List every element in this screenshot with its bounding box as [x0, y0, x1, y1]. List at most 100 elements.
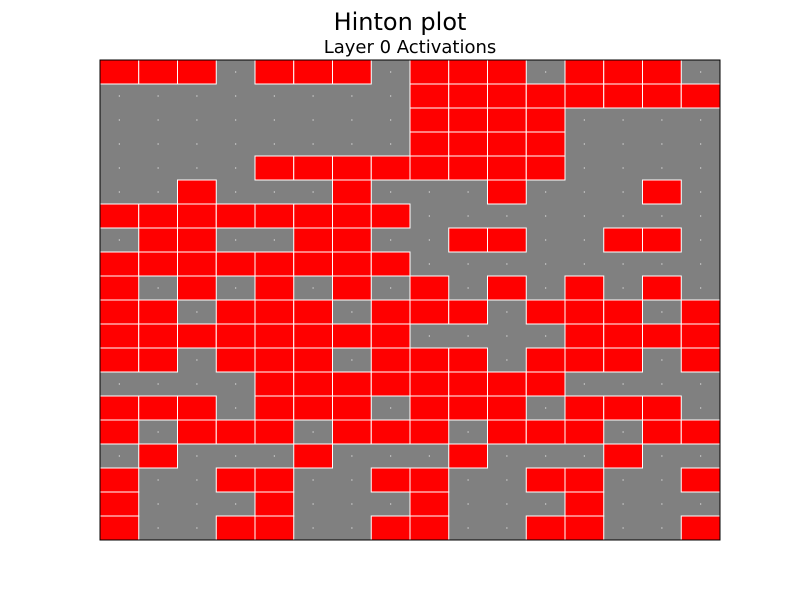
hinton-cell-r3-c9 [448, 131, 488, 157]
hinton-cell-r10-c5 [293, 299, 333, 325]
hinton-cell-r13-c8 [409, 371, 450, 397]
hinton-cell-r14-c11 [545, 407, 547, 409]
hinton-cell-r0-c9 [448, 59, 488, 85]
hinton-cell-r15-c5 [312, 431, 314, 433]
hinton-cell-r12-c4 [254, 347, 295, 373]
hinton-cell-r2-c2 [196, 119, 198, 121]
hinton-cell-r6-c1 [138, 203, 178, 229]
hinton-cell-r16-c15 [700, 455, 702, 457]
hinton-cell-r2-c11 [525, 107, 566, 133]
hinton-cell-r0-c13 [603, 59, 643, 85]
hinton-cell-r16-c3 [235, 455, 237, 457]
hinton-cell-r16-c12 [583, 455, 585, 457]
hinton-cell-r9-c13 [622, 287, 624, 289]
hinton-cell-r5-c2 [177, 179, 217, 205]
hinton-cell-r14-c8 [409, 395, 450, 421]
hinton-cell-r4-c9 [448, 155, 488, 181]
hinton-cell-r14-c2 [177, 395, 217, 421]
hinton-cell-r7-c8 [428, 239, 430, 241]
hinton-cell-r19-c14 [661, 527, 663, 529]
hinton-cell-r5-c11 [545, 191, 547, 193]
hinton-cell-r18-c8 [409, 491, 450, 517]
hinton-cell-r19-c7 [370, 515, 411, 541]
hinton-cell-r16-c9 [448, 443, 488, 469]
hinton-cell-r8-c1 [138, 251, 178, 277]
hinton-cell-r1-c3 [235, 95, 237, 97]
hinton-cell-r8-c12 [583, 263, 585, 265]
hinton-cell-r9-c0 [99, 275, 140, 301]
hinton-cell-r8-c10 [506, 263, 508, 265]
hinton-cell-r2-c6 [351, 119, 353, 121]
hinton-cell-r4-c12 [583, 167, 585, 169]
hinton-cell-r2-c9 [448, 107, 488, 133]
hinton-cell-r7-c1 [138, 227, 178, 253]
hinton-cell-r2-c3 [235, 119, 237, 121]
hinton-cell-r12-c10 [506, 359, 508, 361]
hinton-cell-r17-c0 [99, 467, 140, 493]
hinton-cell-r17-c7 [370, 467, 411, 493]
hinton-cell-r3-c13 [622, 143, 624, 145]
hinton-cell-r16-c0 [118, 455, 120, 457]
hinton-cell-r18-c1 [157, 503, 159, 505]
hinton-cell-r15-c14 [642, 419, 682, 445]
hinton-cell-r10-c1 [138, 299, 178, 325]
hinton-cell-r5-c9 [467, 191, 469, 193]
hinton-cell-r4-c13 [622, 167, 624, 169]
hinton-cell-r6-c3 [215, 203, 256, 229]
hinton-cell-r7-c4 [273, 239, 275, 241]
hinton-cell-r2-c13 [622, 119, 624, 121]
hinton-cell-r12-c1 [138, 347, 178, 373]
hinton-cell-r7-c5 [293, 227, 333, 253]
hinton-cell-r5-c6 [332, 179, 372, 205]
hinton-cell-r19-c4 [254, 515, 295, 541]
hinton-cell-r2-c0 [118, 119, 120, 121]
hinton-cell-r19-c0 [99, 515, 140, 541]
hinton-cell-r2-c14 [661, 119, 663, 121]
hinton-cell-r9-c14 [642, 275, 682, 301]
hinton-cell-r0-c3 [235, 71, 237, 73]
hinton-cell-r11-c15 [680, 323, 721, 349]
hinton-cell-r11-c7 [370, 323, 411, 349]
hinton-cell-r10-c12 [564, 299, 605, 325]
hinton-cell-r18-c2 [196, 503, 198, 505]
hinton-cell-r18-c7 [390, 503, 392, 505]
hinton-cell-r6-c2 [177, 203, 217, 229]
hinton-cell-r10-c7 [370, 299, 411, 325]
hinton-cell-r0-c10 [487, 59, 527, 85]
hinton-cell-r19-c10 [506, 527, 508, 529]
hinton-cell-r1-c11 [525, 83, 566, 109]
hinton-cell-r14-c3 [235, 407, 237, 409]
hinton-cell-r12-c8 [409, 347, 450, 373]
hinton-cell-r5-c4 [273, 191, 275, 193]
hinton-cell-r10-c15 [680, 299, 721, 325]
hinton-cell-r17-c13 [622, 479, 624, 481]
hinton-cell-r9-c2 [177, 275, 217, 301]
hinton-cell-r18-c12 [564, 491, 605, 517]
hinton-cell-r13-c4 [254, 371, 295, 397]
hinton-cell-r12-c0 [99, 347, 140, 373]
hinton-cell-r4-c4 [254, 155, 295, 181]
hinton-cell-r4-c2 [196, 167, 198, 169]
hinton-cell-r9-c15 [700, 287, 702, 289]
hinton-cell-r3-c10 [487, 131, 527, 157]
hinton-cell-r19-c1 [157, 527, 159, 529]
hinton-cell-r19-c12 [564, 515, 605, 541]
hinton-cell-r11-c13 [603, 323, 643, 349]
hinton-cell-r15-c10 [487, 419, 527, 445]
hinton-cell-r13-c1 [157, 383, 159, 385]
hinton-cell-r1-c1 [157, 95, 159, 97]
hinton-cell-r5-c14 [642, 179, 682, 205]
hinton-cell-r2-c15 [700, 119, 702, 121]
hinton-cell-r4-c10 [487, 155, 527, 181]
hinton-cell-r3-c2 [196, 143, 198, 145]
hinton-cell-r10-c13 [603, 299, 643, 325]
hinton-cell-r12-c2 [196, 359, 198, 361]
hinton-cell-r15-c1 [157, 431, 159, 433]
hinton-cell-r16-c4 [273, 455, 275, 457]
hinton-cell-r4-c15 [700, 167, 702, 169]
hinton-cell-r16-c5 [293, 443, 333, 469]
hinton-cell-r3-c4 [273, 143, 275, 145]
hinton-cell-r13-c6 [332, 371, 372, 397]
hinton-cell-r19-c11 [525, 515, 566, 541]
hinton-cell-r10-c2 [196, 311, 198, 313]
